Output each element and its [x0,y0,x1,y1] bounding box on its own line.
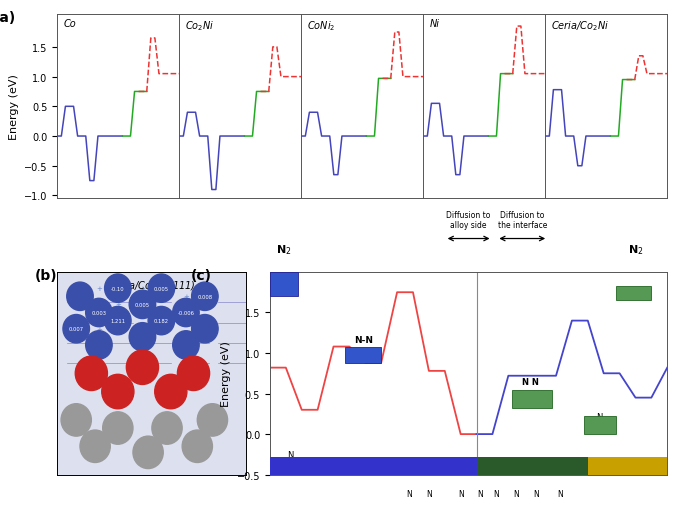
Circle shape [148,307,175,335]
Bar [270,457,477,475]
Text: (a): (a) [0,12,16,25]
Circle shape [191,315,218,343]
Text: N: N [514,489,519,498]
Text: +: + [115,302,121,308]
Text: (b): (b) [34,268,57,282]
Bar [477,457,588,475]
Text: N$_2$: N$_2$ [276,242,292,256]
Text: +: + [140,326,146,332]
Text: N: N [557,489,563,498]
Bar [584,416,615,434]
Circle shape [133,436,163,469]
Bar [512,390,552,408]
Text: (c): (c) [191,268,212,282]
Circle shape [129,323,156,351]
Text: 0.005: 0.005 [154,286,169,291]
Bar [270,272,298,297]
Text: -0.006: -0.006 [177,311,194,315]
Text: Ceria/Co$_2$Ni: Ceria/Co$_2$Ni [551,19,609,33]
Text: 0.005: 0.005 [135,302,150,307]
Text: +: + [140,286,146,291]
Text: N N: N N [522,378,539,387]
Circle shape [102,412,133,444]
Text: +: + [96,286,102,291]
Y-axis label: Energy (eV): Energy (eV) [221,341,231,407]
Circle shape [152,412,182,444]
Circle shape [63,315,90,343]
Text: N: N [406,489,412,498]
Text: Co: Co [63,19,76,29]
Circle shape [173,299,200,327]
Text: Diffusion to
alloy side: Diffusion to alloy side [446,211,491,230]
Text: N: N [533,489,539,498]
Text: 0.003: 0.003 [92,311,106,315]
Text: Diffusion to
the interface: Diffusion to the interface [497,211,547,230]
Text: N: N [478,489,483,498]
Circle shape [182,430,212,463]
Text: N: N [458,489,464,498]
Text: N: N [426,489,432,498]
Circle shape [80,430,111,463]
Circle shape [191,282,218,311]
Text: 1.211: 1.211 [111,319,125,324]
Circle shape [75,357,107,391]
Circle shape [129,290,156,319]
Y-axis label: Energy (eV): Energy (eV) [9,74,18,140]
Circle shape [126,350,158,385]
Circle shape [67,282,93,311]
Text: +: + [183,334,189,340]
Text: +: + [96,326,102,332]
Circle shape [148,274,175,303]
Circle shape [86,331,112,360]
Circle shape [173,331,200,360]
Circle shape [104,307,131,335]
Circle shape [102,375,134,409]
Text: N-N: N-N [354,335,373,344]
Text: Ceria/Co$_2$Ni (111): Ceria/Co$_2$Ni (111) [109,278,195,292]
Circle shape [61,404,92,436]
Bar [274,471,302,487]
Text: +: + [158,310,164,316]
Text: N
N: N N [596,412,603,431]
Text: +: + [73,302,79,308]
Text: N$_2$: N$_2$ [627,242,643,256]
Text: -0.10: -0.10 [111,286,125,291]
Text: N: N [493,489,499,498]
Bar [588,457,667,475]
Circle shape [197,404,228,436]
Text: Ni: Ni [429,19,439,29]
Bar [615,286,651,301]
Text: +: + [202,318,208,324]
Circle shape [155,375,187,409]
Text: N
N: N N [286,450,293,470]
Circle shape [86,299,112,327]
Text: CoNi$_2$: CoNi$_2$ [307,19,336,33]
Text: Co$_2$Ni: Co$_2$Ni [185,19,215,33]
Circle shape [177,357,210,391]
Text: 0.007: 0.007 [69,327,84,332]
Text: 0.008: 0.008 [197,294,212,299]
Text: +: + [183,294,189,299]
Text: 0.182: 0.182 [154,319,169,324]
Bar [346,347,381,364]
Circle shape [104,274,131,303]
